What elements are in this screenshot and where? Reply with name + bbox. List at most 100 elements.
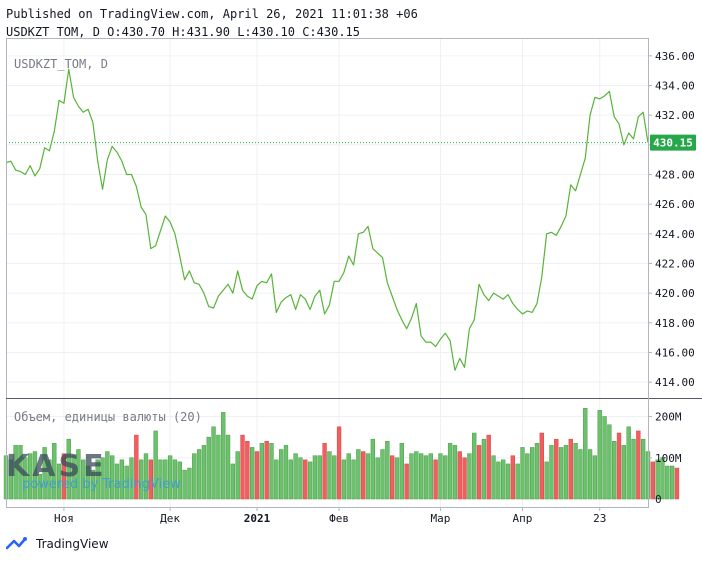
volume-bar bbox=[182, 469, 187, 500]
volume-bar bbox=[409, 453, 414, 500]
volume-bar bbox=[650, 461, 655, 500]
volume-bar bbox=[390, 455, 395, 500]
volume-bar bbox=[626, 426, 631, 500]
volume-bar bbox=[332, 455, 337, 500]
volume-bar bbox=[158, 459, 163, 500]
price-tick-label: 426.00 bbox=[655, 198, 695, 211]
volume-bar bbox=[554, 438, 559, 500]
volume-bar bbox=[32, 451, 38, 500]
volume-bar bbox=[525, 453, 530, 500]
volume-bar bbox=[341, 459, 347, 500]
volume-bar bbox=[428, 453, 433, 500]
volume-bar bbox=[534, 443, 540, 500]
volume-bar bbox=[322, 443, 327, 500]
axes: 436.00434.00432.00430.00428.00426.00424.… bbox=[54, 50, 696, 525]
volume-bar bbox=[447, 443, 453, 500]
volume-bar bbox=[293, 453, 298, 500]
volume-bar bbox=[414, 451, 419, 500]
volume-bar bbox=[211, 426, 216, 500]
volume-pane-label: Объем, единицы валюты (20) bbox=[14, 410, 202, 424]
time-tick-label: Фев bbox=[329, 512, 349, 525]
volume-bar bbox=[259, 443, 264, 500]
price-tick-label: 424.00 bbox=[655, 228, 695, 241]
volume-bar bbox=[351, 459, 356, 500]
volume-bar bbox=[573, 443, 578, 500]
volume-bar bbox=[404, 463, 409, 500]
volume-bar bbox=[66, 438, 71, 500]
volume-bar bbox=[298, 457, 303, 500]
volume-bar bbox=[124, 465, 129, 500]
volume-bar bbox=[438, 453, 443, 500]
volume-bar bbox=[621, 445, 627, 500]
volume-bar bbox=[452, 445, 458, 500]
volume-bar bbox=[71, 455, 76, 500]
volume-bar bbox=[163, 459, 168, 500]
volume-bar bbox=[636, 430, 641, 500]
price-tick-label: 428.00 bbox=[655, 169, 695, 182]
volume-bar bbox=[221, 412, 226, 500]
volume-bar bbox=[245, 441, 250, 500]
volume-bar bbox=[370, 438, 376, 500]
volume-bar bbox=[303, 459, 308, 500]
volume-bar bbox=[607, 424, 612, 500]
volume-tick-label: 0 bbox=[655, 493, 662, 506]
volume-bar bbox=[13, 445, 18, 500]
volume-bar bbox=[138, 459, 144, 500]
volume-bar bbox=[283, 445, 289, 500]
volume-bar bbox=[230, 463, 236, 500]
volume-bar bbox=[558, 447, 564, 500]
volume-bar bbox=[216, 434, 221, 500]
volume-bar bbox=[375, 457, 380, 500]
volume-tick-label: 200M bbox=[655, 411, 682, 424]
grid-lines bbox=[6, 38, 648, 507]
volume-bar bbox=[520, 447, 525, 500]
published-line: Published on TradingView.com, April 26, … bbox=[6, 7, 418, 21]
volume-bar bbox=[307, 461, 313, 500]
volume-bar bbox=[56, 463, 62, 500]
volume-bar bbox=[288, 459, 293, 500]
time-tick-label: 2021 bbox=[244, 512, 271, 525]
volume-bar bbox=[486, 434, 491, 500]
volume-bar bbox=[346, 453, 351, 500]
volume-bar bbox=[254, 451, 260, 500]
volume-bar bbox=[336, 426, 342, 500]
volume-bar bbox=[578, 449, 583, 500]
volume-bar bbox=[587, 449, 593, 500]
time-tick-label: Ноя bbox=[54, 512, 74, 525]
volume-bar bbox=[110, 455, 115, 500]
symbol-ohlc-line: USDKZT_TOM, D O:430.70 H:431.90 L:430.10… bbox=[6, 25, 361, 39]
volume-bar bbox=[583, 408, 588, 500]
volume-bar bbox=[549, 445, 554, 500]
volume-bar bbox=[76, 449, 81, 500]
volume-bar bbox=[206, 436, 211, 500]
time-tick-label: Апр bbox=[513, 512, 533, 525]
volume-bar bbox=[42, 447, 47, 500]
price-line bbox=[5, 68, 649, 371]
volume-bar bbox=[95, 459, 100, 500]
volume-bar bbox=[563, 445, 569, 500]
volume-bar bbox=[129, 457, 134, 500]
volume-bar bbox=[167, 455, 173, 500]
price-tick-label: 416.00 bbox=[655, 347, 695, 360]
volume-bar bbox=[18, 445, 23, 500]
last-price-badge bbox=[650, 134, 696, 151]
volume-bar bbox=[476, 445, 482, 500]
volume-bar bbox=[235, 451, 240, 500]
volume-bar bbox=[491, 455, 496, 500]
volume-bar bbox=[269, 443, 274, 500]
volume-bar bbox=[669, 465, 675, 500]
volume-bar bbox=[250, 447, 255, 500]
price-volume-chart[interactable]: KASE powered by TradingView 436.00 434.00… bbox=[0, 0, 702, 530]
volume-bar bbox=[399, 443, 404, 500]
volume-bar bbox=[327, 451, 332, 500]
tradingview-footer[interactable]: TradingView bbox=[6, 534, 109, 554]
volume-bar bbox=[172, 459, 178, 500]
volume-bar bbox=[143, 453, 149, 500]
volume-bar bbox=[655, 459, 660, 500]
volume-bar bbox=[394, 457, 400, 500]
volume-bar bbox=[462, 457, 467, 500]
footer-brand: TradingView bbox=[36, 537, 109, 551]
volume-bar bbox=[616, 432, 622, 500]
volume-bar bbox=[81, 459, 86, 500]
volume-bar bbox=[134, 434, 139, 500]
